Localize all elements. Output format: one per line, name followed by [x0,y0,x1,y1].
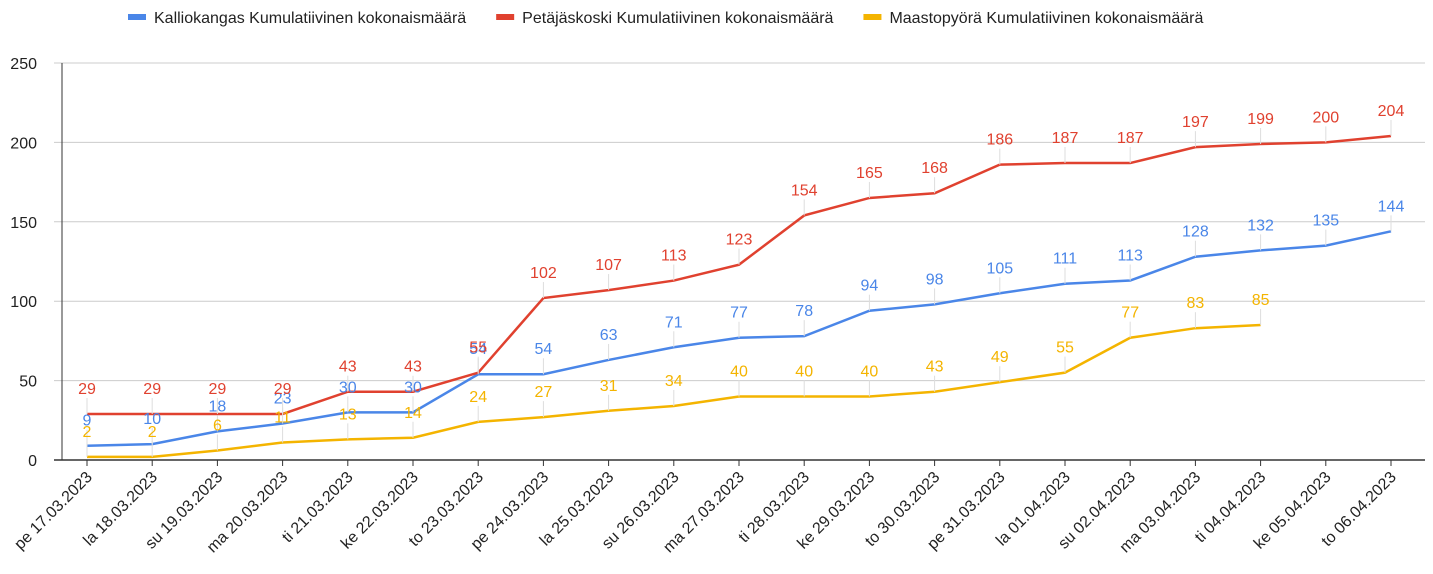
data-label: 165 [856,165,883,182]
data-label: 123 [726,232,753,249]
data-label: 34 [665,373,683,390]
data-label: 40 [730,363,748,380]
y-tick-label: 200 [10,135,37,152]
data-label: 11 [274,410,291,427]
legend-swatch [128,14,146,20]
data-label: 105 [986,260,1013,277]
data-label: 199 [1247,111,1274,128]
data-label: 14 [404,405,422,422]
data-label: 27 [535,384,553,401]
data-label: 187 [1052,130,1079,147]
data-label: 144 [1378,198,1405,215]
data-label: 2 [83,424,92,441]
data-label: 94 [861,278,879,295]
data-label: 187 [1117,130,1144,147]
data-label: 55 [1056,340,1074,357]
data-label: 55 [469,340,487,357]
data-label: 83 [1187,295,1205,312]
data-label: 54 [535,341,553,358]
data-label: 29 [209,381,227,398]
data-label: 29 [143,381,161,398]
data-label: 54 [469,341,487,358]
data-label: 49 [991,349,1009,366]
data-label: 63 [600,327,618,344]
data-label: 77 [1121,305,1139,322]
data-label: 200 [1312,109,1339,126]
y-tick-label: 50 [19,374,37,391]
data-label: 204 [1378,103,1405,120]
data-label: 168 [921,160,948,177]
data-label: 85 [1252,292,1270,309]
data-label: 135 [1312,213,1339,230]
data-label: 154 [791,182,818,199]
data-label: 71 [665,314,683,331]
data-label: 113 [1117,248,1143,265]
data-label: 186 [986,132,1013,149]
y-tick-label: 0 [28,453,37,470]
data-label: 113 [661,248,687,265]
data-label: 40 [861,363,879,380]
data-label: 43 [339,359,357,376]
y-tick-label: 250 [10,56,37,73]
data-label: 98 [926,271,944,288]
y-tick-label: 100 [10,294,37,311]
data-label: 77 [730,305,748,322]
data-label: 29 [78,381,96,398]
data-label: 132 [1247,217,1274,234]
data-label: 9 [83,413,92,430]
data-label: 43 [926,359,944,376]
data-label: 43 [404,359,422,376]
legend-label: Petäjäskoski Kumulatiivinen kokonaismäär… [522,10,833,27]
legend-swatch [863,14,882,20]
data-label: 10 [143,411,161,428]
data-label: 107 [595,257,622,274]
legend-swatch [496,14,515,20]
data-label: 197 [1182,114,1209,131]
data-label: 24 [469,389,487,406]
data-label: 111 [1053,251,1077,268]
y-tick-label: 150 [10,215,37,232]
data-label: 40 [795,363,813,380]
data-label: 78 [795,303,813,320]
data-label: 2 [148,424,157,441]
legend-label: Maastopyörä Kumulatiivinen kokonaismäärä [889,10,1203,27]
data-label: 31 [600,378,618,395]
data-label: 29 [274,381,292,398]
data-label: 102 [530,265,557,282]
data-label: 13 [339,406,357,423]
data-label: 6 [213,417,222,434]
data-label: 128 [1182,224,1209,241]
legend-label: Kalliokangas Kumulatiivinen kokonaismäär… [154,10,466,27]
